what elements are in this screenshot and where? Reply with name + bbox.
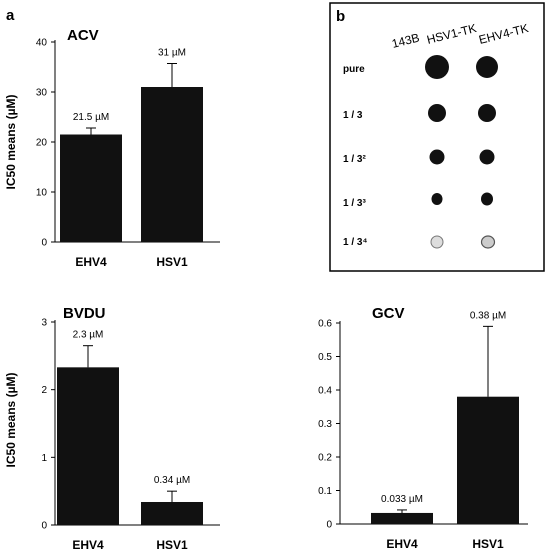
dot-ehv4-81st [480,235,496,249]
dot-column-143b: 143B [390,31,421,51]
dot-ehv4-ninth [479,149,495,165]
acv-chart-title: ACV [67,27,99,44]
acv-y-tick-label: 0 [41,238,47,249]
gcv-y-tick-label: 0.5 [318,352,332,363]
bvdu-bar-ehv4 [57,367,119,525]
dot-hsv1-27th [431,193,443,205]
bvdu-data-label: 2.3 µM [73,330,104,341]
acv-data-label: 21.5 µM [73,112,109,123]
acv-category-label: HSV1 [156,255,188,269]
acv-data-label: 31 µM [158,48,186,59]
dot-blot-frame [329,2,545,272]
dot-row-27th: 1 / 3³ [343,198,366,209]
acv-y-tick-label: 40 [36,38,48,49]
dot-ehv4-pure [476,56,498,78]
dot-row-ninth: 1 / 3² [343,154,366,165]
bvdu-chart: BVDU 0 1 2 3 2.3 µM EHV4 0.34 µM HSV1 [41,305,220,550]
bvdu-y-tick-label: 1 [41,453,47,464]
dot-hsv1-ninth [429,149,445,165]
bvdu-data-label: 0.34 µM [154,475,190,486]
bvdu-chart-title: BVDU [63,305,106,322]
acv-y-tick-label: 20 [36,138,48,149]
gcv-y-tick-label: 0.6 [318,319,332,330]
gcv-chart: GCV 0 0.1 0.2 0.3 0.4 0.5 0.6 0.033 µM EHV4 0.38 µ… [318,305,528,550]
acv-chart: ACV 0 10 20 30 40 21.5 µM EHV4 31 µM HSV1 [36,27,220,269]
dot-hsv1-pure [425,55,449,79]
dot-ehv4-third [478,104,496,122]
gcv-chart-title: GCV [372,305,405,322]
gcv-data-label: 0.38 µM [470,310,506,321]
gcv-bar-hsv1 [457,396,519,524]
acv-category-label: EHV4 [75,255,107,269]
gcv-category-label: EHV4 [386,537,418,550]
bvdu-y-tick-label: 0 [41,521,47,532]
bvdu-category-label: HSV1 [156,538,188,550]
dot-blot-panel: b 143B HSV1-TK EHV4-TK pure 1 / 3 1 / 3²… [329,2,545,272]
gcv-bar-ehv4 [371,512,433,524]
y-axis-label-bvdu: IC50 means (µM) [4,373,18,468]
gcv-y-tick-label: 0 [326,520,332,531]
dot-row-81st: 1 / 3⁴ [343,237,367,248]
gcv-data-label: 0.033 µM [381,494,423,505]
dot-hsv1-third [428,104,446,122]
bvdu-bar-hsv1 [141,501,203,525]
gcv-y-tick-label: 0.1 [318,486,332,497]
dot-hsv1-81st [430,235,444,249]
gcv-y-tick-label: 0.3 [318,419,332,430]
dot-row-third: 1 / 3 [343,110,363,121]
dot-row-pure: pure [343,64,365,75]
dot-ehv4-27th [481,192,493,206]
acv-bar-hsv1 [141,87,203,242]
gcv-y-tick-label: 0.4 [318,386,332,397]
bvdu-y-tick-label: 2 [41,385,47,396]
gcv-y-tick-label: 0.2 [318,453,332,464]
acv-bar-ehv4 [60,134,122,242]
panel-label-b: b [336,8,345,25]
gcv-category-label: HSV1 [472,537,504,550]
panel-label-a: a [6,7,15,24]
acv-y-tick-label: 30 [36,88,48,99]
acv-y-tick-label: 10 [36,188,48,199]
bvdu-y-tick-label: 3 [41,318,47,329]
bvdu-category-label: EHV4 [72,538,104,550]
y-axis-label-acv: IC50 means (µM) [4,95,18,190]
